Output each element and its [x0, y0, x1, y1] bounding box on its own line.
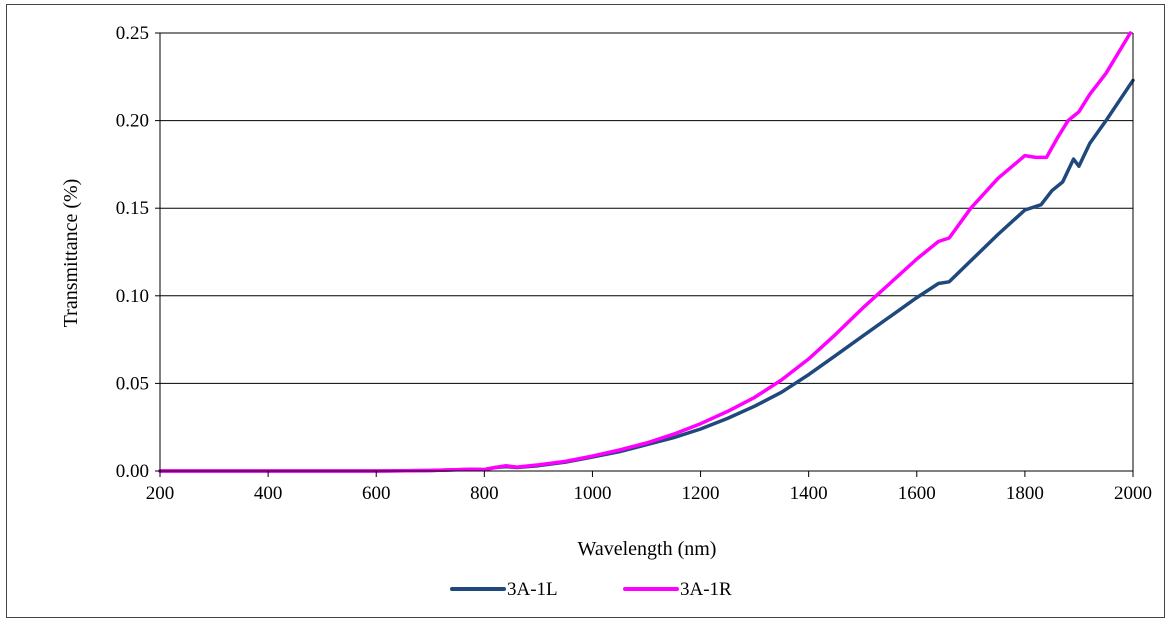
chart-frame — [6, 4, 1165, 618]
legend: 3A-1L 3A-1R — [450, 579, 732, 600]
y-tick-label: 0.20 — [116, 111, 149, 132]
x-tick-label: 1800 — [1006, 483, 1044, 504]
tick-label-layer: 0.00 0.05 0.10 0.15 0.20 0.25 200 400 600 800 1000… — [116, 23, 1152, 504]
x-axis-title: Wavelength (nm) — [578, 538, 717, 560]
legend-label-3a-1r: 3A-1R — [680, 579, 732, 600]
x-tick-label: 1000 — [573, 483, 611, 504]
y-tick-label: 0.25 — [116, 23, 149, 44]
x-tick-label: 600 — [362, 483, 391, 504]
series-layer — [158, 31, 1135, 473]
y-tick-label: 0.05 — [116, 373, 149, 394]
x-tick-label: 1400 — [790, 483, 828, 504]
y-tick-label: 0.10 — [116, 286, 149, 307]
x-tick-label: 1600 — [898, 483, 936, 504]
grid-layer — [160, 32, 1133, 384]
x-tick-label: 1200 — [682, 483, 720, 504]
y-tick-label: 0.15 — [116, 198, 149, 219]
x-tick-label: 400 — [254, 483, 283, 504]
series-line-3a-1l — [158, 78, 1135, 473]
x-tick-label: 200 — [146, 483, 175, 504]
axis-layer — [155, 32, 1134, 477]
y-axis-title: Transmittance (%) — [60, 179, 82, 328]
series-line-3a-1r — [158, 31, 1133, 473]
legend-label-3a-1l: 3A-1L — [507, 579, 558, 600]
x-tick-label: 2000 — [1114, 483, 1152, 504]
y-tick-label: 0.00 — [116, 461, 149, 482]
x-tick-label: 800 — [470, 483, 499, 504]
